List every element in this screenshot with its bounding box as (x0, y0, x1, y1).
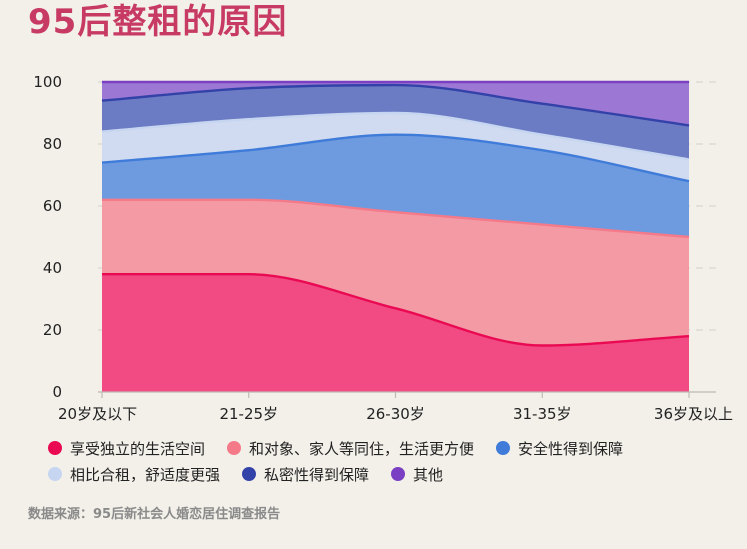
legend-item[interactable]: 安全性得到保障 (496, 438, 623, 458)
x-tick-label: 26-30岁 (366, 405, 425, 423)
legend-label: 享受独立的生活空间 (70, 439, 206, 458)
series-line-1 (102, 198, 690, 239)
y-tick-label: 40 (43, 259, 62, 277)
axes: 0 20 40 60 80 100 20岁及以下 21-25岁 26-30岁 31-35岁 36岁及… (33, 73, 733, 423)
legend-item[interactable]: 其他 (391, 464, 443, 484)
series-line-0 (102, 272, 690, 347)
legend-item[interactable]: 私密性得到保障 (242, 464, 369, 484)
area-0 (102, 274, 689, 392)
source-note: 数据来源：95后新社会人婚恋居住调查报告 (28, 507, 281, 522)
legend-label: 和对象、家人等同住，生活更方便 (249, 439, 475, 458)
legend-label: 其他 (413, 465, 444, 484)
legend-label: 私密性得到保障 (264, 465, 370, 484)
y-tick-label: 60 (43, 197, 62, 215)
legend-swatch (391, 467, 406, 481)
y-tick-label: 20 (43, 321, 62, 339)
chart-title: 95后整租的原因 (28, 2, 288, 42)
area-2 (102, 134, 689, 237)
x-tick-label: 20岁及以下 (58, 405, 137, 423)
x-tick-label: 31-35岁 (513, 405, 572, 423)
legend-swatch (48, 441, 62, 455)
y-tick-label: 0 (52, 383, 62, 401)
y-tick-label: 100 (33, 73, 62, 91)
legend-swatch (227, 441, 242, 455)
series-line-3 (101, 111, 690, 161)
legend-label: 相比合租，舒适度更强 (70, 465, 221, 484)
x-tick-label: 21-25岁 (219, 405, 278, 423)
series-line-4 (101, 83, 690, 127)
legend-swatch (48, 467, 62, 481)
area-1 (102, 199, 689, 346)
legend-item[interactable]: 享受独立的生活空间 (48, 438, 205, 458)
series-line-2 (101, 133, 690, 183)
legend-swatch (496, 441, 511, 455)
y-tick-label: 80 (43, 135, 62, 153)
legend-label: 安全性得到保障 (518, 439, 624, 458)
area-series (101, 80, 690, 392)
x-tick-label: 36岁及以上 (654, 405, 733, 423)
legend: 享受独立的生活空间 和对象、家人等同住，生活更方便 安全性得到保障相比合租，舒适度更… (48, 438, 738, 484)
legend-item[interactable]: 和对象、家人等同住，生活更方便 (227, 438, 474, 458)
legend-swatch (242, 467, 257, 481)
area-5 (102, 82, 689, 126)
legend-item[interactable]: 相比合租，舒适度更强 (48, 464, 220, 484)
area-3 (102, 113, 689, 182)
